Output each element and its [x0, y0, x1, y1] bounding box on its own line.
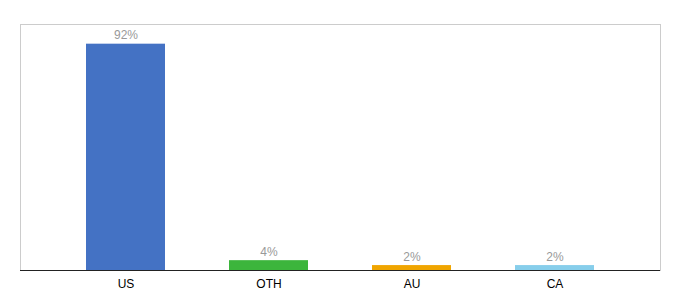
svg-text:AU: AU [404, 277, 421, 291]
svg-text:CA: CA [547, 277, 564, 291]
svg-text:2%: 2% [403, 250, 421, 264]
svg-text:OTH: OTH [256, 277, 281, 291]
svg-text:4%: 4% [260, 245, 278, 259]
svg-text:US: US [118, 277, 135, 291]
svg-text:92%: 92% [114, 28, 138, 42]
svg-text:2%: 2% [546, 250, 564, 264]
